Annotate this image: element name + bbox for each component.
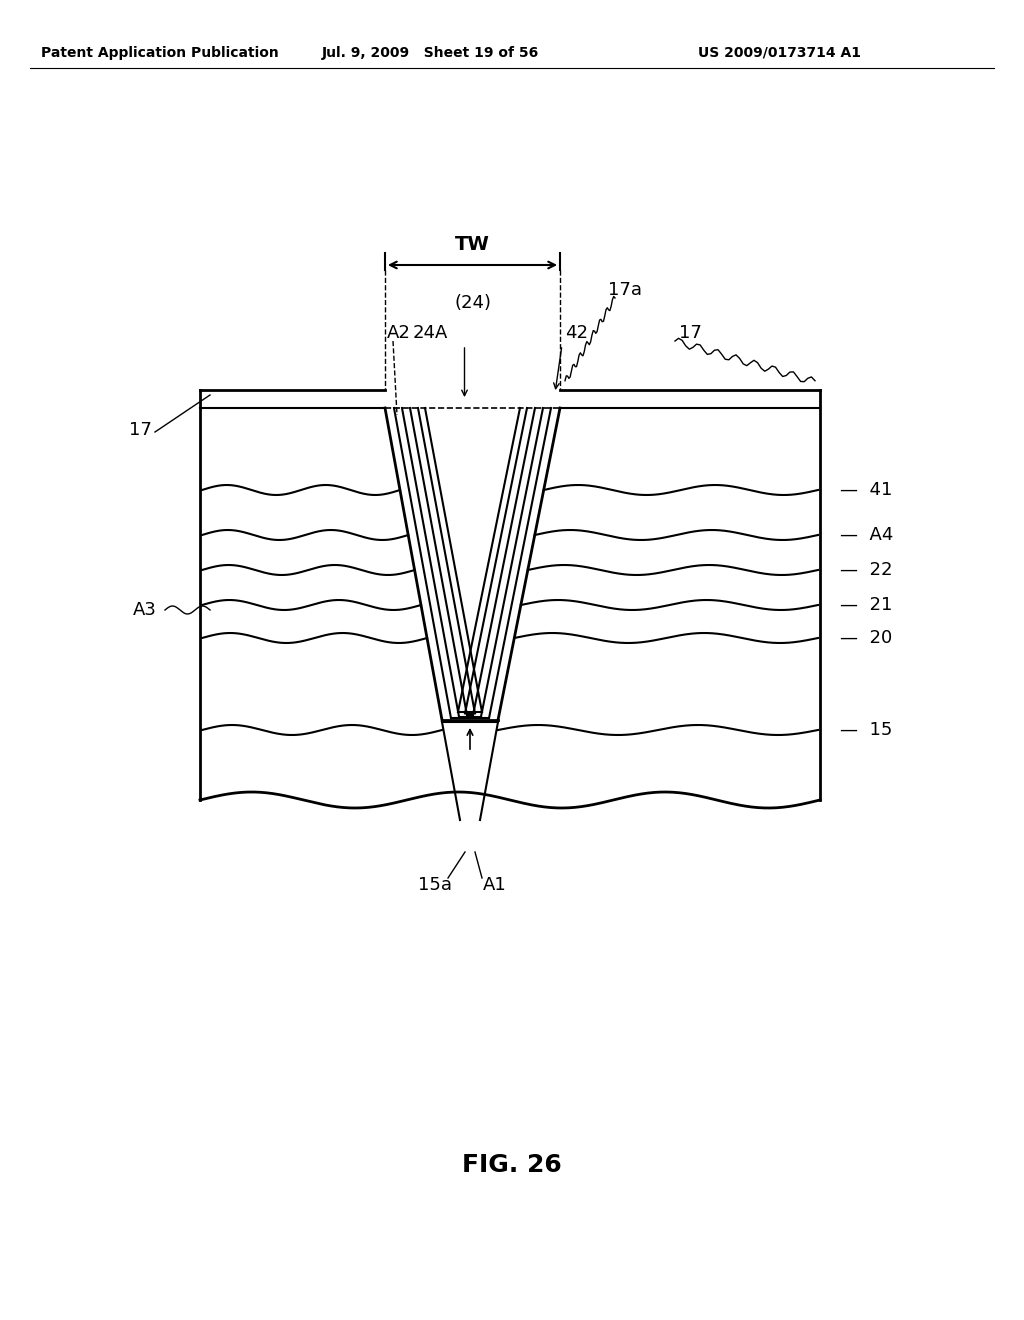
- Text: 17a: 17a: [608, 281, 642, 300]
- Text: 17: 17: [129, 421, 152, 440]
- Text: (24): (24): [454, 294, 490, 312]
- Text: TW: TW: [455, 235, 489, 255]
- Text: —  A4: — A4: [840, 525, 893, 544]
- Text: A2: A2: [387, 323, 411, 342]
- Text: Patent Application Publication: Patent Application Publication: [41, 46, 279, 59]
- Text: A3: A3: [133, 601, 157, 619]
- Text: US 2009/0173714 A1: US 2009/0173714 A1: [698, 46, 861, 59]
- Text: 15a: 15a: [418, 876, 452, 894]
- Text: 17: 17: [679, 323, 701, 342]
- Text: —  20: — 20: [840, 630, 892, 647]
- Text: Jul. 9, 2009   Sheet 19 of 56: Jul. 9, 2009 Sheet 19 of 56: [322, 46, 539, 59]
- Text: —  21: — 21: [840, 597, 892, 614]
- Text: A1: A1: [483, 876, 507, 894]
- Text: 24A: 24A: [413, 323, 449, 342]
- Text: 42: 42: [565, 323, 588, 342]
- Text: —  22: — 22: [840, 561, 893, 579]
- Text: —  41: — 41: [840, 480, 892, 499]
- Text: FIG. 26: FIG. 26: [462, 1152, 562, 1177]
- Text: —  15: — 15: [840, 721, 892, 739]
